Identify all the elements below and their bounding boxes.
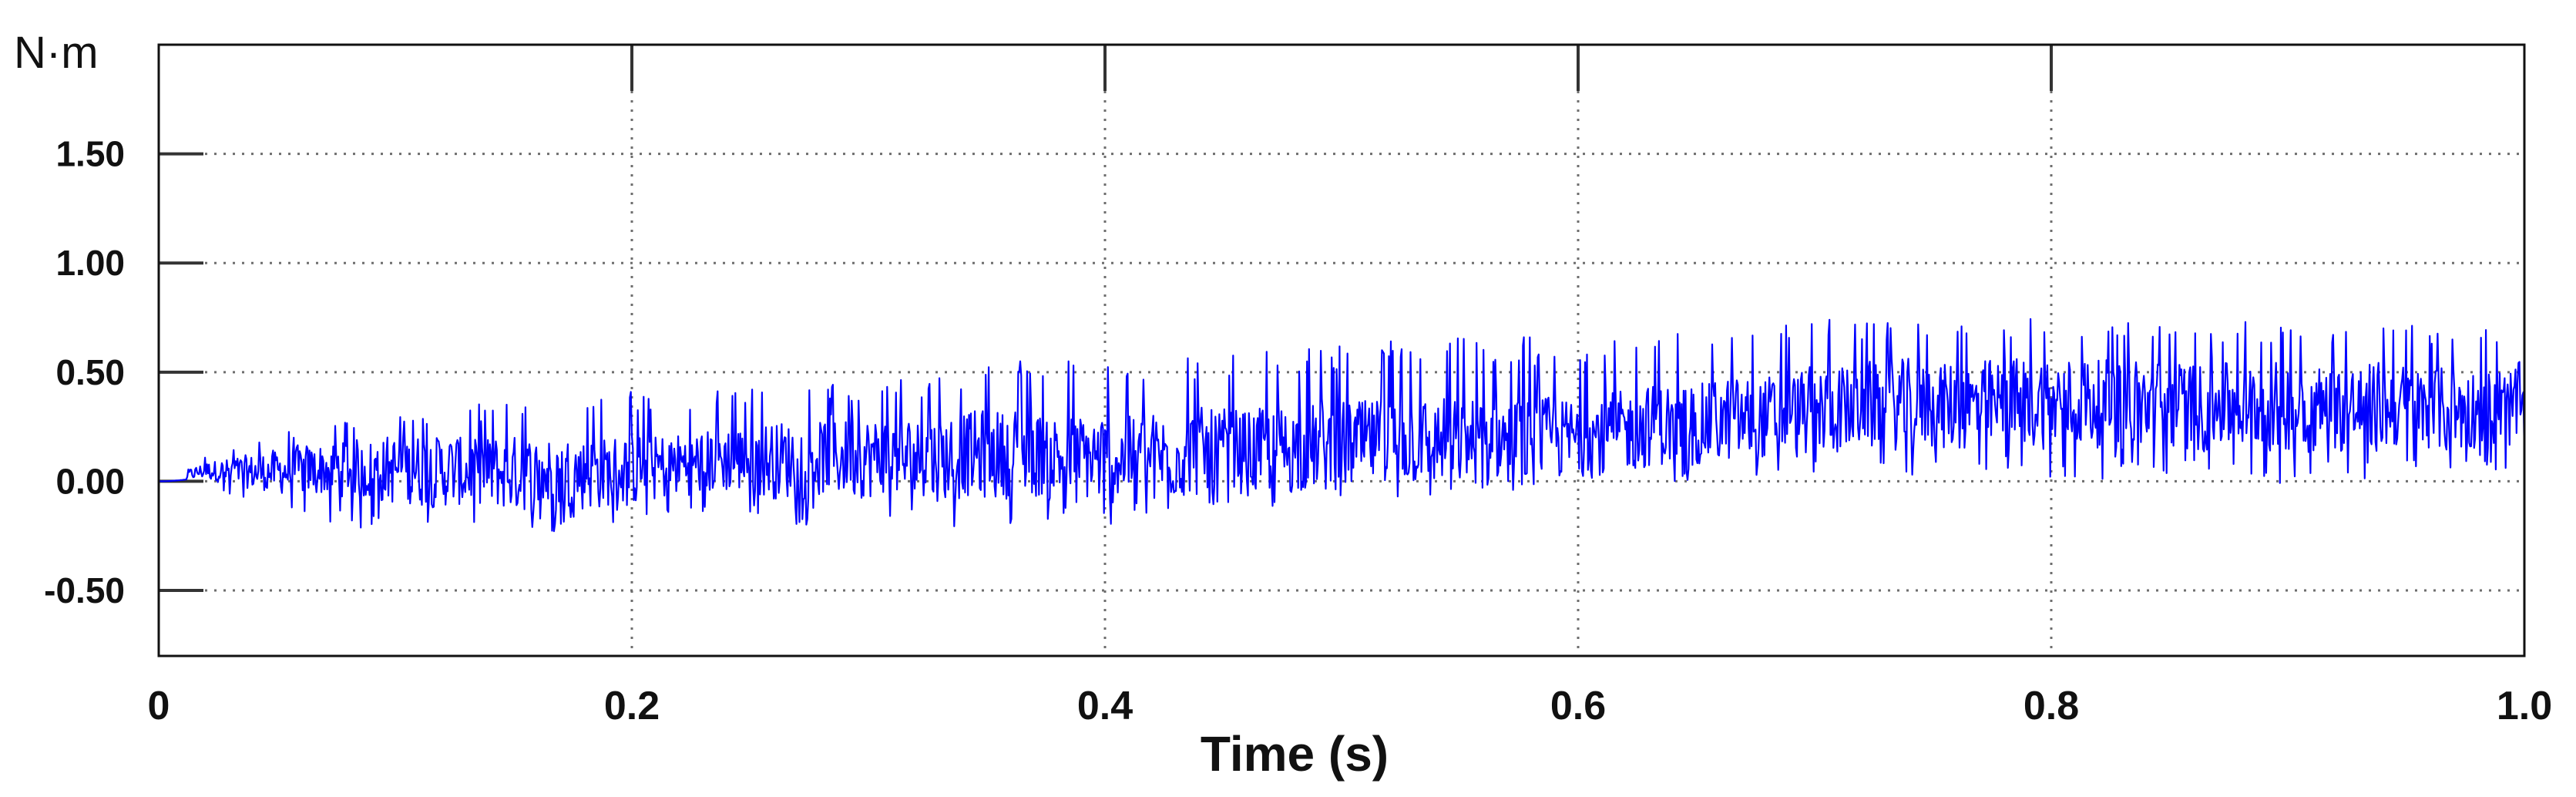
y-tick-label: 0.00 bbox=[55, 461, 125, 501]
x-tick-label: 1.0 bbox=[2497, 684, 2552, 728]
x-tick-label: 0.6 bbox=[1550, 684, 1606, 728]
x-tick-label: 0.2 bbox=[604, 684, 660, 728]
plot-frame bbox=[157, 43, 2526, 657]
y-axis-unit-label: N·m bbox=[14, 28, 99, 78]
x-tick-label: 0 bbox=[148, 684, 170, 728]
x-axis-title: Time (s) bbox=[1201, 726, 1389, 782]
y-tick-label: 1.50 bbox=[55, 134, 125, 174]
x-tick-label: 0.4 bbox=[1077, 684, 1133, 728]
y-tick-label: 0.50 bbox=[55, 352, 125, 392]
tick-labels: 0 0.2 0.4 0.6 0.8 1.0 -0.50 0.00 0.50 1.00 1.50 bbox=[44, 134, 2552, 728]
grid-lines bbox=[159, 45, 2524, 656]
y-tick-label: -0.50 bbox=[44, 570, 125, 610]
torque-signal-line bbox=[159, 318, 2526, 533]
series-layer bbox=[159, 318, 2526, 533]
x-tick-label: 0.8 bbox=[2024, 684, 2079, 728]
y-tick-label: 1.00 bbox=[55, 243, 125, 283]
axis-ticks bbox=[159, 45, 2053, 593]
